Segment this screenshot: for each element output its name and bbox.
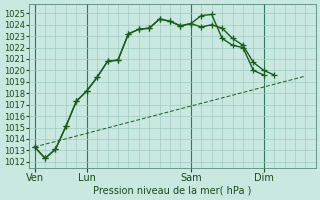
X-axis label: Pression niveau de la mer( hPa ): Pression niveau de la mer( hPa ) (93, 186, 252, 196)
